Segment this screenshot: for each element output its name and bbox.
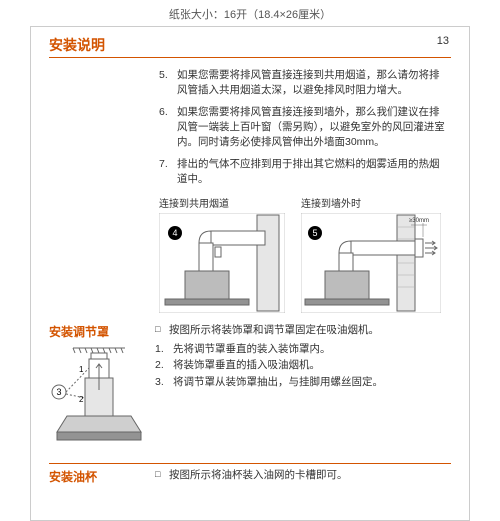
cover-diagram-svg: 3 1 2 <box>49 344 145 454</box>
list-item: 1. 先将调节罩垂直的装入装饰罩内。 <box>155 342 451 357</box>
square-bullet-icon: □ <box>155 323 169 338</box>
list-item: 3. 将调节罩从装饰罩抽出，与挂脚用螺丝固定。 <box>155 375 451 390</box>
section-title: 安装调节罩 <box>49 323 155 340</box>
svg-text:3: 3 <box>56 387 61 397</box>
list-item: 7. 排出的气体不应排到用于排出其它燃料的烟雾适用的热烟道中。 <box>159 157 447 186</box>
list-item: 5. 如果您需要将排风管直接连接到共用烟道，那么请勿将排风管插入共用烟道太深，以… <box>159 68 447 97</box>
page-title: 安装说明 <box>49 35 451 58</box>
bullet-item: □ 按图所示将装饰罩和调节罩固定在吸油烟机。 <box>155 323 451 338</box>
svg-text:1: 1 <box>79 365 84 374</box>
section-adjust-cover: 安装调节罩 3 <box>49 323 451 457</box>
flue-diagram-svg: 4 <box>159 213 285 313</box>
page-number: 13 <box>437 35 449 47</box>
square-bullet-icon: □ <box>155 468 169 483</box>
main-instruction-list: 5. 如果您需要将排风管直接连接到共用烟道，那么请勿将排风管插入共用烟道太深，以… <box>159 68 447 187</box>
svg-text:5: 5 <box>312 228 317 238</box>
divider <box>49 463 451 464</box>
svg-text:2: 2 <box>79 395 84 404</box>
section-oil-cup: 安装油杯 □ 按图所示将油杯装入油网的卡槽即可。 <box>49 468 451 489</box>
diagram-wall-exit: 连接到墙外时 <box>301 195 441 313</box>
bullet-item: □ 按图所示将油杯装入油网的卡槽即可。 <box>155 468 451 483</box>
diagram-row: 连接到共用烟道 <box>159 195 451 313</box>
page-content: 13 安装说明 5. 如果您需要将排风管直接连接到共用烟道，那么请勿将排风管插入… <box>30 26 470 521</box>
list-item: 6. 如果您需要将排风管直接连接到墙外，那么我们建议在排风管一端装上百叶窗（需另… <box>159 105 447 149</box>
svg-text:4: 4 <box>172 228 177 238</box>
wall-diagram-svg: ≥30mm 5 <box>301 213 441 313</box>
diagram-shared-flue: 连接到共用烟道 <box>159 195 285 313</box>
paper-size-header: 纸张大小：16开（18.4×26厘米） <box>0 0 500 26</box>
section-title: 安装油杯 <box>49 468 155 485</box>
list-item: 2. 将装饰罩垂直的插入吸油烟机。 <box>155 358 451 373</box>
svg-text:≥30mm: ≥30mm <box>409 218 429 224</box>
